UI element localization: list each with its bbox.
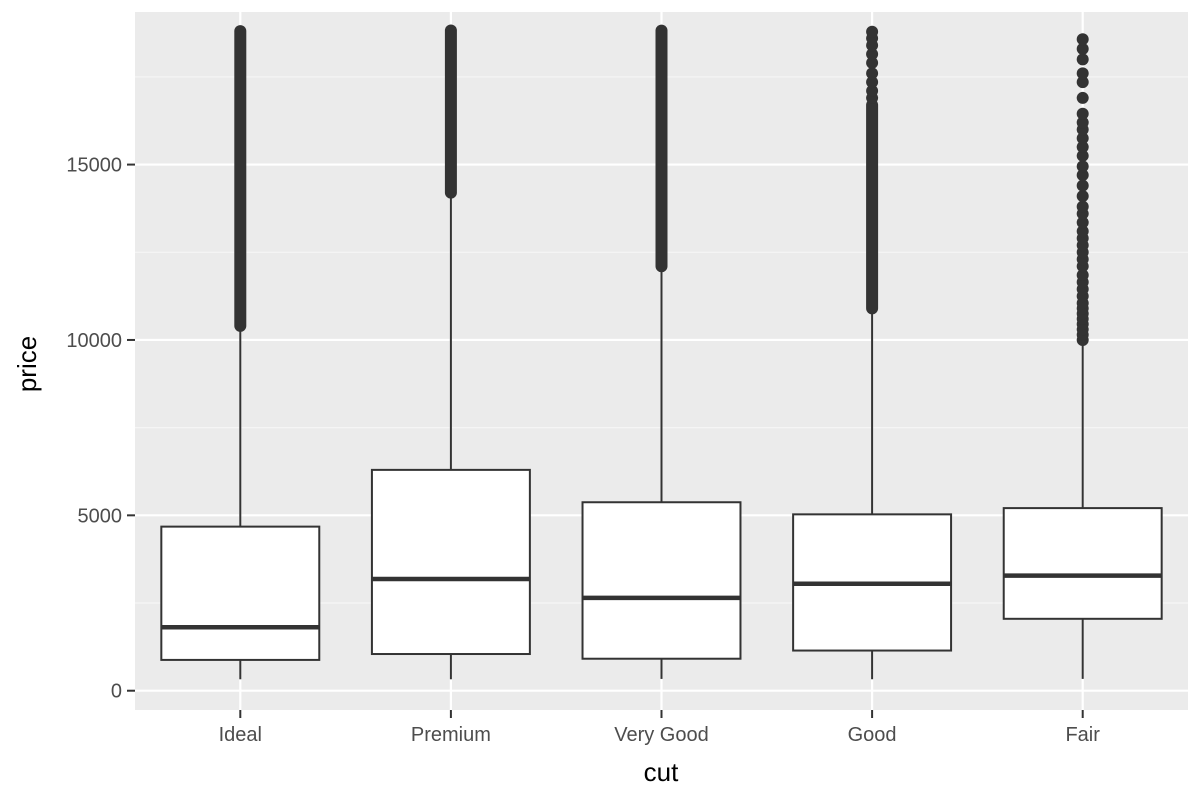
x-tick-label: Fair [1065, 724, 1100, 746]
outlier-point [1076, 160, 1089, 173]
box-group [581, 24, 742, 679]
box-group [160, 25, 321, 680]
outlier-point [1076, 141, 1089, 154]
outlier-point [866, 84, 879, 97]
box-group [370, 24, 531, 680]
outlier-point [1076, 169, 1089, 182]
x-axis-title: cut [644, 757, 679, 787]
y-axis-title: price [12, 336, 42, 392]
outlier-point [1076, 107, 1089, 120]
x-tick-label: Very Good [614, 724, 709, 746]
outlier-point [1076, 179, 1089, 192]
outlier-point [1076, 269, 1089, 282]
outlier-point [1076, 190, 1089, 203]
outlier-point [1076, 33, 1089, 46]
x-tick-label: Premium [411, 724, 491, 746]
outlier-point [866, 25, 879, 38]
outlier-point [866, 56, 879, 69]
box [581, 501, 742, 660]
outlier-point [1076, 53, 1089, 66]
box [1002, 507, 1163, 620]
outlier-point [1076, 91, 1089, 104]
outlier-point [1076, 116, 1089, 129]
box-group [1002, 33, 1163, 679]
y-tick-label: 10000 [66, 330, 122, 352]
x-tick-label: Good [848, 724, 897, 746]
outlier-point [1076, 149, 1089, 162]
outlier-point [1076, 67, 1089, 80]
outlier-point [1076, 42, 1089, 55]
x-tick-label: Ideal [219, 724, 262, 746]
y-tick-label: 15000 [66, 155, 122, 177]
boxes-layer [160, 24, 1163, 680]
box-group [792, 25, 953, 680]
outlier-point [866, 76, 879, 89]
outlier-point [1076, 225, 1089, 238]
outlier-point [1076, 132, 1089, 145]
box [160, 525, 321, 661]
outlier-point [866, 48, 879, 61]
y-axis: 0 5000 10000 15000 [66, 155, 135, 703]
outlier-point [1076, 200, 1089, 213]
y-tick-label: 5000 [78, 505, 123, 527]
outlier-point [866, 67, 879, 80]
outlier-point [1076, 216, 1089, 229]
outlier-point [1076, 76, 1089, 89]
y-tick-label: 0 [111, 681, 122, 703]
box [370, 468, 531, 656]
x-axis: Ideal Premium Very Good Good Fair [219, 710, 1100, 746]
